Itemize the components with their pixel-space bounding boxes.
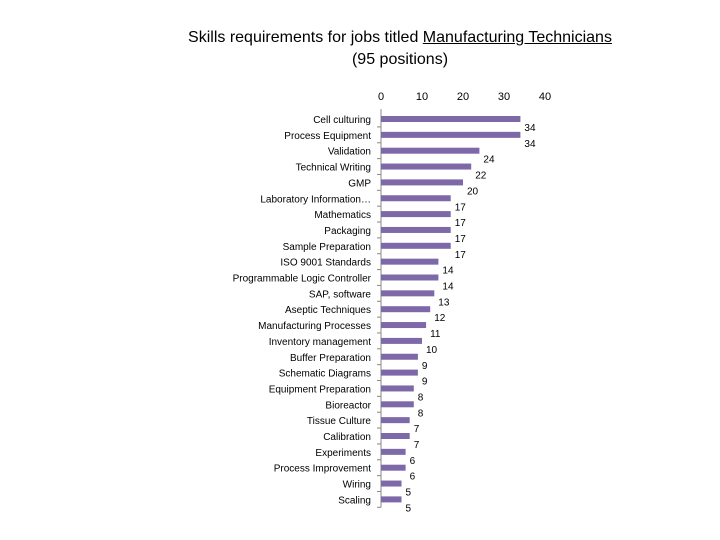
bar <box>381 496 402 503</box>
data-label: 24 <box>483 155 495 166</box>
category-label: Wiring <box>343 480 371 491</box>
category-label: Cell culturing <box>313 115 371 126</box>
bar <box>381 480 402 487</box>
bar <box>381 258 439 265</box>
bar <box>381 369 418 376</box>
x-tick-label: 20 <box>457 91 469 103</box>
data-label: 22 <box>475 171 487 182</box>
x-tick-label: 10 <box>416 91 428 103</box>
category-label: Validation <box>328 147 371 158</box>
category-label: Programmable Logic Controller <box>233 274 372 285</box>
category-label: Process Equipment <box>284 131 371 142</box>
data-label: 8 <box>418 392 424 403</box>
data-label: 9 <box>422 377 428 388</box>
bar <box>381 226 451 233</box>
category-label: Experiments <box>315 448 371 459</box>
data-label: 34 <box>524 139 536 150</box>
bar <box>381 464 406 471</box>
chart-title-prefix: Skills requirements for jobs titled <box>188 29 423 46</box>
bar <box>381 433 410 439</box>
category-label: Inventory management <box>269 337 372 348</box>
bar <box>381 353 418 360</box>
category-label: Manufacturing Processes <box>258 321 371 332</box>
bar <box>381 163 472 170</box>
category-label: Mathematics <box>314 210 371 221</box>
category-label: Buffer Preparation <box>290 353 371 364</box>
data-label: 14 <box>442 282 454 293</box>
chart-title-line-1: Skills requirements for jobs titled Manu… <box>0 29 720 47</box>
data-label: 9 <box>422 361 428 372</box>
bar <box>381 337 422 344</box>
data-label: 7 <box>414 440 420 451</box>
category-label: Laboratory Information… <box>260 194 371 205</box>
data-label: 7 <box>414 424 420 435</box>
bar <box>381 179 463 186</box>
data-label: 5 <box>406 488 412 499</box>
category-label: Schematic Diagrams <box>279 369 371 380</box>
data-label: 8 <box>418 408 424 419</box>
bar <box>381 242 451 249</box>
data-label: 17 <box>455 234 467 245</box>
category-label: Technical Writing <box>296 163 371 174</box>
data-label: 6 <box>410 472 416 483</box>
data-label: 11 <box>430 329 441 340</box>
data-label: 6 <box>410 456 416 467</box>
bar <box>381 401 414 408</box>
bar <box>381 195 451 202</box>
category-label: Equipment Preparation <box>269 384 371 395</box>
data-label: 12 <box>434 313 446 324</box>
category-label: SAP, software <box>309 289 372 300</box>
bar <box>381 131 521 138</box>
data-label: 20 <box>467 186 479 197</box>
category-label: Scaling <box>338 495 371 506</box>
bar <box>381 116 521 122</box>
x-tick-label: 30 <box>498 91 510 103</box>
data-label: 10 <box>426 345 438 356</box>
category-label: ISO 9001 Standards <box>280 258 371 269</box>
category-label: Aseptic Techniques <box>285 305 371 316</box>
category-label: Process Improvement <box>274 464 371 475</box>
data-label: 17 <box>455 218 467 229</box>
bar <box>381 147 480 154</box>
data-label: 13 <box>438 297 450 308</box>
data-label: 17 <box>455 202 467 213</box>
data-label: 34 <box>524 123 536 134</box>
category-label: Tissue Culture <box>307 416 372 427</box>
category-label: GMP <box>348 178 371 189</box>
category-label: Calibration <box>323 432 371 443</box>
x-tick-label: 0 <box>378 91 384 103</box>
category-label: Sample Preparation <box>283 242 371 253</box>
bar <box>381 306 431 313</box>
x-tick-label: 40 <box>539 91 551 103</box>
chart-title-line-2: (95 positions) <box>351 51 449 68</box>
bar <box>381 385 414 392</box>
bar <box>381 211 451 218</box>
chart-title-underlined: Manufacturing Technicians <box>422 29 612 46</box>
bar <box>381 417 410 424</box>
category-label: Bioreactor <box>325 400 371 411</box>
data-label: 5 <box>406 503 412 514</box>
bar <box>381 274 439 281</box>
bar <box>381 322 427 329</box>
bar <box>381 448 406 455</box>
data-label: 17 <box>455 250 467 261</box>
data-label: 14 <box>442 266 454 277</box>
bar <box>381 290 435 297</box>
category-label: Packaging <box>324 226 371 237</box>
